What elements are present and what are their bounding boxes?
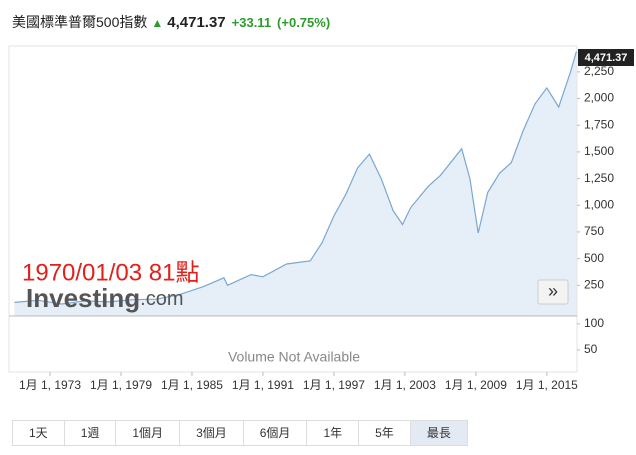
price-line — [14, 51, 577, 305]
y-tick-label: 2,250 — [584, 64, 614, 78]
change: +33.11 — [231, 15, 272, 30]
area-fill — [14, 51, 577, 316]
volume-tick-label: 50 — [584, 342, 598, 356]
price: 4,471.37 — [167, 14, 226, 31]
x-tick-label: 1月 1, 1991 — [232, 378, 294, 392]
y-tick-label: 1,500 — [584, 144, 614, 158]
volume-note: Volume Not Available — [228, 349, 360, 365]
y-tick-label: 1,250 — [584, 171, 614, 185]
range-selector: 1天 1週 1個月 3個月 6個月 1年 5年 最長 — [12, 420, 468, 446]
x-tick-label: 1月 1, 2009 — [445, 378, 507, 392]
y-tick-label: 250 — [584, 277, 604, 291]
y-tick-label: 1,000 — [584, 197, 614, 211]
y-tick-label: 750 — [584, 224, 604, 238]
range-button[interactable]: 1年 — [307, 421, 360, 445]
scroll-button[interactable] — [537, 279, 569, 305]
range-button[interactable]: 6個月 — [244, 421, 308, 445]
x-tick-label: 1月 1, 1997 — [303, 378, 365, 392]
x-tick-label: 1月 1, 1973 — [19, 378, 81, 392]
range-button[interactable]: 5年 — [359, 421, 411, 445]
watermark-domain: .com — [140, 288, 183, 310]
watermark-brand: Investing — [26, 283, 140, 313]
up-arrow: ▲ — [151, 16, 164, 30]
x-tick-label: 1月 1, 1979 — [90, 378, 152, 392]
x-tick-label: 1月 1, 2003 — [374, 378, 436, 392]
plot-frame — [8, 45, 578, 373]
range-button[interactable]: 1個月 — [116, 421, 181, 445]
range-button[interactable]: 1天 — [13, 421, 65, 445]
range-button[interactable]: 最長 — [410, 421, 467, 445]
title: 美國標準普爾500指數 — [12, 14, 148, 30]
y-tick-label: 1,750 — [584, 117, 614, 131]
change-pct: (+0.75%) — [277, 15, 331, 30]
last-price-label: 4,471.37 — [585, 52, 628, 64]
watermark: Investing.com — [26, 283, 183, 313]
last-price-tag — [578, 49, 634, 66]
x-tick-label: 1月 1, 2015 — [516, 378, 578, 392]
scroll-button-icon[interactable]: » — [548, 281, 558, 301]
chart: 250 500 750 1,000 1,250 1,500 1,750 2,000 2,250 5… — [8, 45, 634, 392]
x-tick-label: 1月 1, 1985 — [161, 378, 223, 392]
y-tick-label: 500 — [584, 251, 604, 265]
range-button[interactable]: 3個月 — [180, 421, 244, 445]
range-button[interactable]: 1週 — [65, 421, 117, 445]
quote-header: 美國標準普爾500指數 ▲ 4,471.37 +33.11 (+0.75%) — [12, 12, 330, 32]
volume-tick-label: 100 — [584, 316, 604, 330]
y-tick-label: 2,000 — [584, 91, 614, 105]
annotation: 1970/01/03 81點 — [22, 259, 199, 286]
